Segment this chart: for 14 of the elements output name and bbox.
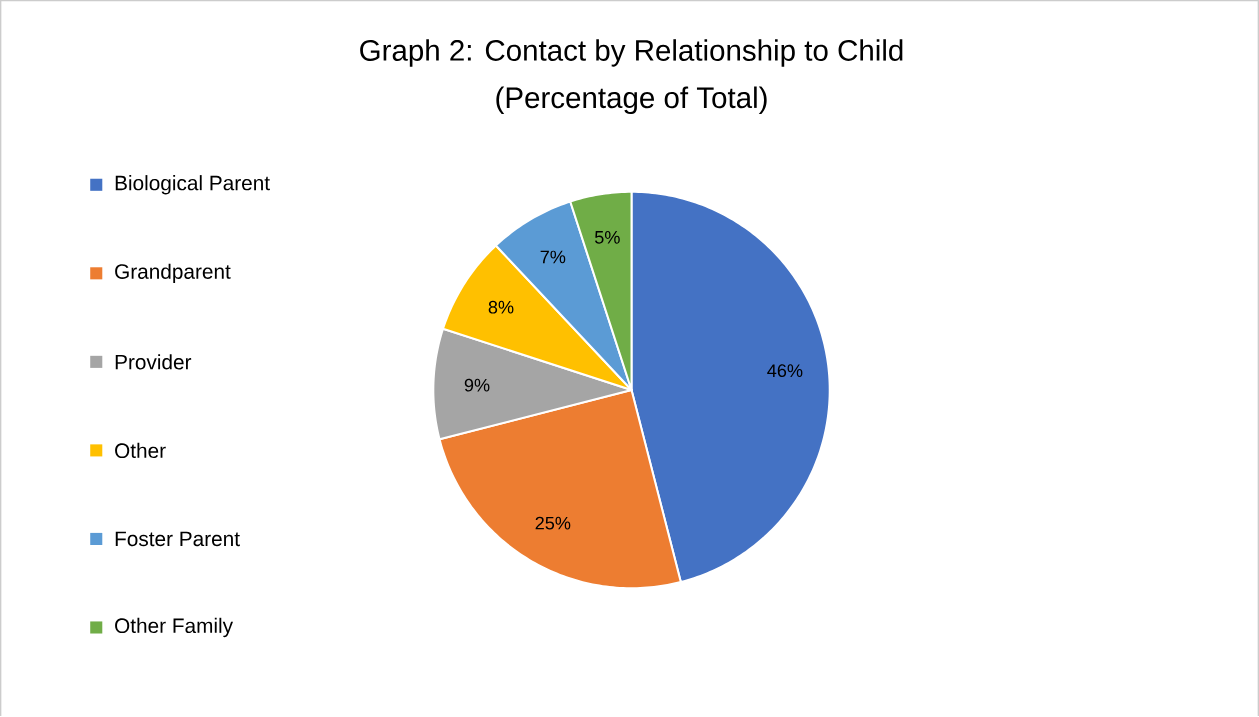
legend-label: Foster Parent — [115, 531, 240, 547]
legend-label: Biological Parent — [115, 175, 270, 195]
data-label: 8% — [488, 300, 514, 314]
data-label: 7% — [540, 250, 566, 264]
data-label: 9% — [464, 378, 490, 392]
data-label: 5% — [594, 231, 620, 244]
data-label: 25% — [535, 516, 571, 530]
legend-label: Grandparent — [115, 263, 231, 284]
data-label: 46% — [767, 364, 803, 378]
chart-title: Graph 2: Contact by Relationship to Child — [360, 39, 903, 67]
legend-label: Provider — [115, 354, 192, 370]
legend-label: Other Family — [115, 617, 234, 638]
legend-label: Other — [115, 442, 166, 459]
chart-subtitle: (Percentage of Total) — [496, 86, 767, 115]
